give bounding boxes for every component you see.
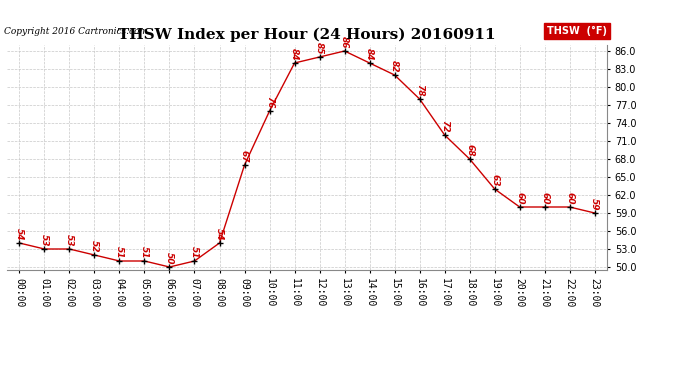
Text: 78: 78: [415, 84, 424, 96]
Text: 86: 86: [340, 36, 349, 48]
Text: 84: 84: [365, 48, 374, 60]
Text: 53: 53: [40, 234, 49, 246]
Text: 54: 54: [215, 228, 224, 240]
Text: 53: 53: [65, 234, 74, 246]
Text: 59: 59: [590, 198, 599, 210]
Text: THSW  (°F): THSW (°F): [547, 26, 607, 36]
Text: 60: 60: [565, 192, 574, 204]
Text: 60: 60: [515, 192, 524, 204]
Text: 68: 68: [465, 144, 474, 156]
Text: 52: 52: [90, 240, 99, 252]
Text: Copyright 2016 Cartronics.com: Copyright 2016 Cartronics.com: [4, 27, 148, 36]
Text: 51: 51: [190, 246, 199, 258]
Text: 72: 72: [440, 120, 449, 132]
Text: 82: 82: [390, 60, 399, 72]
Text: 84: 84: [290, 48, 299, 60]
Text: 67: 67: [240, 150, 249, 162]
Text: 54: 54: [15, 228, 24, 240]
Text: 63: 63: [490, 174, 499, 186]
Text: 76: 76: [265, 96, 274, 108]
Text: 60: 60: [540, 192, 549, 204]
Title: THSW Index per Hour (24 Hours) 20160911: THSW Index per Hour (24 Hours) 20160911: [118, 28, 496, 42]
Text: 51: 51: [140, 246, 149, 258]
Text: 50: 50: [165, 252, 174, 264]
Text: 51: 51: [115, 246, 124, 258]
Text: 85: 85: [315, 42, 324, 54]
